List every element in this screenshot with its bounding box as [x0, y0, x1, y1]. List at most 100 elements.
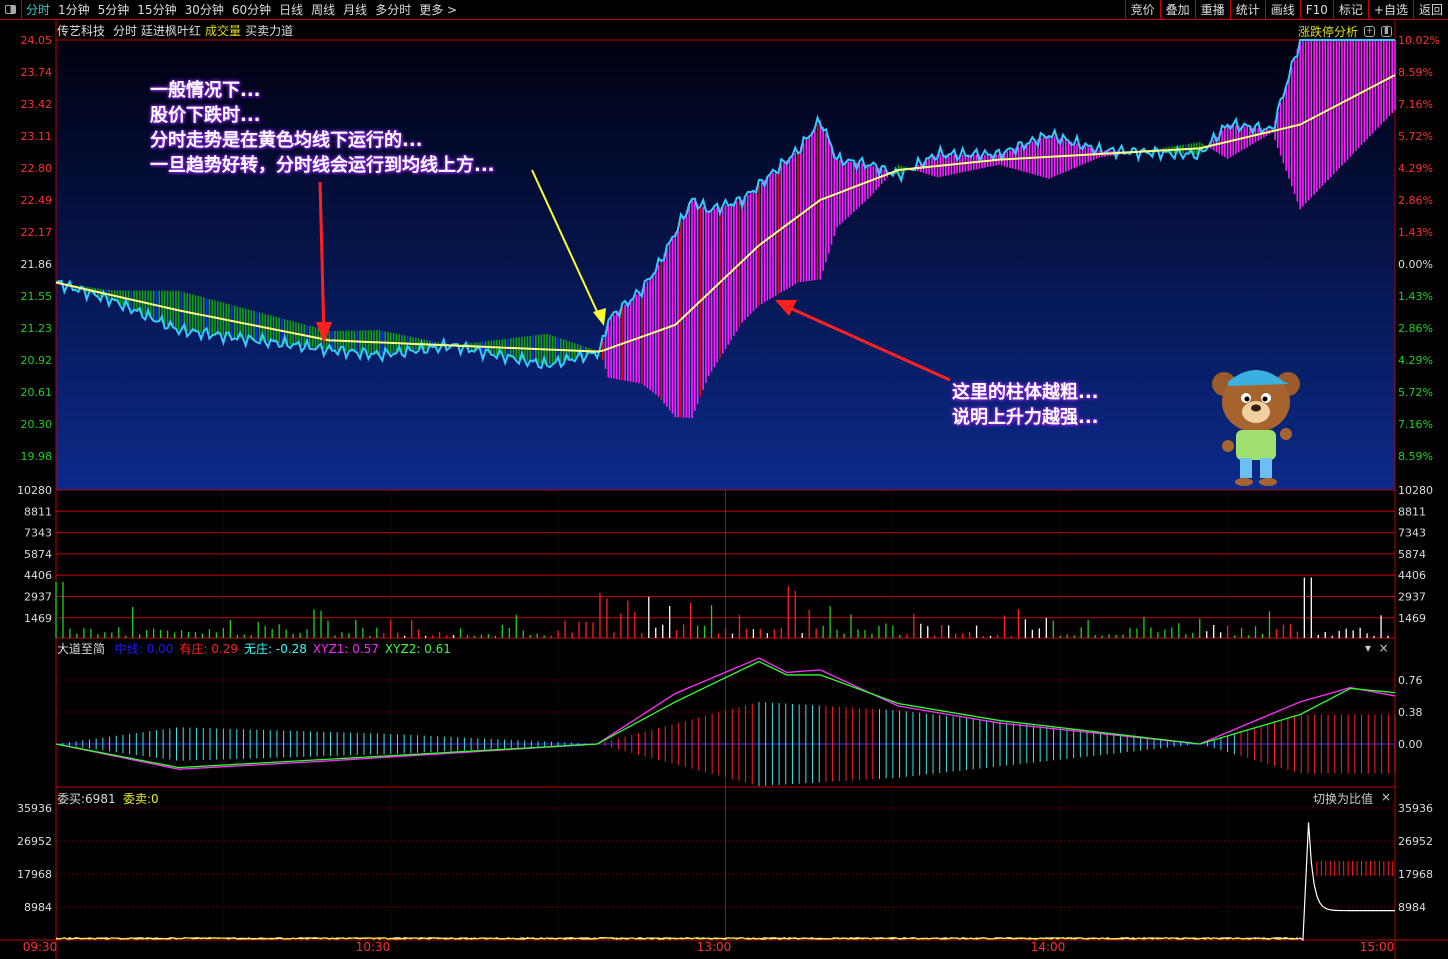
- annotation-line: 一般情况下...: [150, 80, 261, 101]
- annotation-line: 这里的柱体越粗...: [952, 382, 1099, 403]
- period-toolbar: 分时 1分钟 5分钟 15分钟 30分钟 60分钟 日线 周线 月线 多分时 更多 > 竞价 叠加 重播…: [0, 0, 1448, 20]
- toolbar-button[interactable]: 叠加: [1159, 0, 1195, 20]
- indicator-value: 中线: 0.00: [114, 642, 174, 656]
- axis-tick-label: 8984: [24, 901, 52, 914]
- panel-icon[interactable]: ▮: [1381, 26, 1392, 37]
- indicator-menu-icon[interactable]: ▾ ×: [1365, 641, 1389, 655]
- period-tab[interactable]: 5分钟: [97, 3, 130, 17]
- axis-tick-label: 8.59%: [1398, 450, 1433, 463]
- indicator-value: XYZ2: 0.61: [384, 642, 451, 656]
- axis-tick-label: 10280: [1398, 484, 1433, 497]
- axis-tick-label: 7.16%: [1398, 98, 1433, 111]
- axis-tick-label: 22.49: [21, 194, 53, 207]
- axis-tick-label: 1.43%: [1398, 226, 1433, 239]
- axis-tick-label: 5.72%: [1398, 386, 1433, 399]
- indicator-label[interactable]: 廷进枫叶红: [141, 24, 202, 38]
- toolbar-button[interactable]: 画线: [1264, 0, 1300, 20]
- annotation-left: 一般情况下... 股价下跌时... 分时走势是在黄色均线下运行的... 一旦趋势…: [150, 78, 495, 178]
- bear-mascot-icon: [1212, 370, 1300, 486]
- time-axis-label: 10:30: [356, 940, 391, 954]
- period-tab[interactable]: 周线: [311, 3, 336, 17]
- force-label[interactable]: 买卖力道: [245, 24, 294, 38]
- axis-tick-label: 8984: [1398, 901, 1426, 914]
- axis-tick-label: 20.61: [21, 386, 53, 399]
- axis-tick-label: 7343: [1398, 527, 1426, 540]
- axis-tick-label: 4.29%: [1398, 354, 1433, 367]
- mode-label[interactable]: 分时: [113, 24, 138, 38]
- limit-analysis-button[interactable]: 涨跌停分析: [1297, 25, 1358, 39]
- axis-tick-label: 22.80: [21, 162, 53, 175]
- xyz2-line: [55, 660, 1396, 769]
- bid-volume: 委买:6981: [57, 792, 116, 806]
- indicator-value: 有庄: 0.29: [179, 642, 238, 656]
- toolbar-button[interactable]: 返回: [1412, 0, 1448, 20]
- axis-tick-label: 23.11: [21, 130, 53, 143]
- axis-tick-label: 2937: [1398, 591, 1426, 604]
- indicator-value: 无庄: -0.28: [244, 642, 307, 656]
- axis-tick-label: 7343: [24, 527, 52, 540]
- axis-tick-label: 17968: [1398, 868, 1433, 881]
- axis-tick-label: 8.59%: [1398, 66, 1433, 79]
- axis-tick-label: 4406: [1398, 569, 1426, 582]
- annotation-line: 说明上升力越强...: [952, 407, 1099, 428]
- axis-tick-label: 23.74: [21, 66, 53, 79]
- time-axis-label: 09:30: [23, 940, 58, 954]
- axis-tick-label: 7.16%: [1398, 418, 1433, 431]
- time-axis-label: 13:00: [697, 940, 732, 954]
- indicator-value: XYZ1: 0.57: [312, 642, 379, 656]
- indicator-legend: 大道至简 中线: 0.00 有庄: 0.29 无庄: -0.28 XYZ1: 0.57…: [57, 640, 451, 657]
- axis-tick-label: 0.38: [1398, 706, 1423, 719]
- axis-tick-label: 2937: [24, 591, 52, 604]
- toolbar-button[interactable]: 统计: [1229, 0, 1265, 20]
- axis-tick-label: 4406: [24, 569, 52, 582]
- axis-tick-label: 35936: [1398, 802, 1433, 815]
- add-icon[interactable]: +: [1364, 26, 1375, 37]
- annotation-line: 股价下跌时...: [150, 105, 261, 126]
- axis-tick-label: 22.17: [21, 226, 53, 239]
- axis-tick-label: 20.92: [21, 354, 53, 367]
- period-tab[interactable]: 月线: [343, 3, 368, 17]
- axis-tick-label: 20.30: [21, 418, 53, 431]
- period-tab[interactable]: 多分时: [375, 3, 412, 17]
- close-icon[interactable]: ×: [1381, 790, 1392, 804]
- period-tab[interactable]: 日线: [279, 3, 304, 17]
- yellow-arrow: [531, 169, 601, 319]
- axis-tick-label: 21.55: [21, 290, 53, 303]
- period-tab[interactable]: 60分钟: [231, 3, 272, 17]
- period-tab[interactable]: 分时: [26, 3, 51, 17]
- axis-tick-label: 5874: [24, 548, 52, 561]
- annotation-right: 这里的柱体越粗... 说明上升力越强...: [952, 380, 1099, 430]
- axis-tick-label: 1469: [24, 612, 52, 625]
- axis-tick-label: 2.86%: [1398, 194, 1433, 207]
- panel-toggle-icon[interactable]: [0, 0, 22, 20]
- axis-tick-label: 19.98: [21, 450, 53, 463]
- period-tab[interactable]: 更多 >: [419, 3, 458, 17]
- chart-header: 传艺科技 分时 廷进枫叶红 成交量 买卖力道: [57, 22, 293, 39]
- axis-tick-label: 4.29%: [1398, 162, 1433, 175]
- toolbar-button[interactable]: 重播: [1194, 0, 1230, 20]
- axis-tick-label: 5874: [1398, 548, 1426, 561]
- period-tab[interactable]: 15分钟: [137, 3, 177, 17]
- time-axis-label: 15:00: [1360, 940, 1395, 954]
- period-tab[interactable]: 1分钟: [58, 3, 90, 17]
- toolbar-button[interactable]: +自选: [1367, 0, 1413, 20]
- axis-tick-label: 23.42: [21, 98, 53, 111]
- axis-tick-label: 1469: [1398, 612, 1426, 625]
- ask-volume: 委卖:0: [123, 792, 159, 806]
- toolbar-button[interactable]: 竞价: [1124, 0, 1160, 20]
- toolbar-button[interactable]: F10: [1299, 0, 1333, 20]
- annotation-line: 分时走势是在黄色均线下运行的...: [150, 130, 423, 151]
- switch-ratio-button[interactable]: 切换为比值: [1313, 792, 1374, 806]
- axis-tick-label: 0.76: [1398, 674, 1423, 687]
- axis-tick-label: 0.00%: [1398, 258, 1433, 271]
- period-tab[interactable]: 30分钟: [184, 3, 224, 17]
- indicator-name: 大道至简: [57, 642, 106, 656]
- axis-tick-label: 10280: [17, 484, 52, 497]
- axis-tick-label: 2.86%: [1398, 322, 1433, 335]
- axis-tick-label: 8811: [24, 505, 52, 518]
- volume-label[interactable]: 成交量: [205, 24, 242, 38]
- toolbar-button[interactable]: 标记: [1332, 0, 1368, 20]
- axis-tick-label: 8811: [1398, 505, 1426, 518]
- axis-tick-label: 10.02%: [1398, 34, 1440, 47]
